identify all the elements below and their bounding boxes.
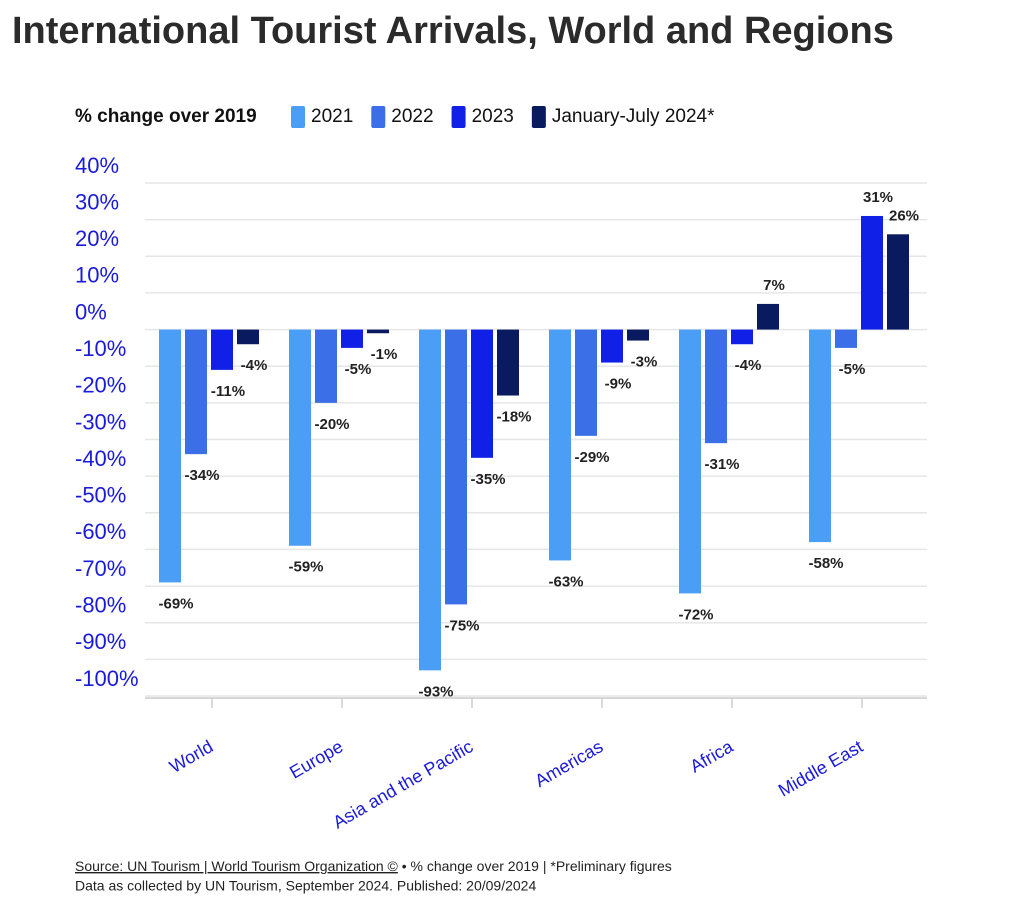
bar <box>757 303 779 330</box>
value-label: -1% <box>371 346 398 363</box>
bar <box>601 329 623 363</box>
x-tick-label: Americas <box>531 736 606 791</box>
bar <box>861 215 883 330</box>
source-note: • % change over 2019 | *Preliminary figu… <box>402 858 672 874</box>
bar <box>211 329 233 370</box>
bar <box>341 329 363 348</box>
value-label: -29% <box>574 449 609 466</box>
value-label: -5% <box>345 361 372 378</box>
bar <box>887 234 909 330</box>
bar <box>705 329 727 444</box>
x-tick-label: Africa <box>687 736 738 777</box>
y-tick-label: -10% <box>75 336 126 361</box>
value-label: -35% <box>470 471 505 488</box>
bar <box>159 329 181 583</box>
value-label: -58% <box>808 555 843 572</box>
bar <box>315 329 337 403</box>
y-tick-label: -70% <box>75 556 126 581</box>
bar <box>367 329 389 334</box>
bar <box>471 329 493 458</box>
value-label: 26% <box>889 207 919 224</box>
legend-swatch <box>451 106 466 128</box>
value-label: -4% <box>735 357 762 374</box>
bar <box>289 329 311 546</box>
legend-swatch <box>291 106 305 128</box>
value-label: -93% <box>418 683 453 700</box>
value-label: -59% <box>288 559 323 576</box>
bar <box>419 329 441 671</box>
bar <box>809 329 831 543</box>
x-tick-label: Middle East <box>775 736 866 800</box>
value-label: -34% <box>184 467 219 484</box>
footnote: Data as collected by UN Tourism, Septemb… <box>75 878 536 894</box>
y-tick-label: -80% <box>75 593 126 618</box>
legend-title: % change over 2019 <box>75 106 257 127</box>
bar <box>575 329 597 436</box>
value-label: -9% <box>605 376 632 393</box>
value-label: -72% <box>678 606 713 623</box>
source: Source: UN Tourism | World Tourism Organ… <box>75 858 672 874</box>
bar <box>731 329 753 345</box>
legend-label: January-July 2024* <box>552 106 715 127</box>
value-label: -69% <box>158 595 193 612</box>
y-tick-label: -100% <box>75 666 139 691</box>
value-label: 7% <box>763 277 785 294</box>
bar <box>549 329 571 561</box>
y-tick-label: -30% <box>75 409 126 434</box>
y-tick-label: -90% <box>75 629 126 654</box>
value-label: 31% <box>863 189 893 206</box>
value-label: -18% <box>496 408 531 425</box>
bar <box>445 329 467 605</box>
value-label: -11% <box>211 383 245 400</box>
value-label: -3% <box>631 354 658 371</box>
legend-swatch <box>531 106 546 128</box>
value-label: -63% <box>548 573 583 590</box>
value-label: -20% <box>314 416 349 433</box>
y-tick-label: 10% <box>75 263 119 288</box>
chart-title: International Tourist Arrivals, World an… <box>12 10 894 52</box>
value-label: -31% <box>704 456 739 473</box>
legend-swatch <box>371 106 386 128</box>
y-tick-label: -40% <box>75 446 126 471</box>
legend-label: 2021 <box>311 106 353 127</box>
y-tick-label: 40% <box>75 153 119 178</box>
y-tick-label: 0% <box>75 299 107 324</box>
x-tick-label: Asia and the Pacific <box>329 736 476 832</box>
y-tick-label: 30% <box>75 189 119 214</box>
value-label: -5% <box>839 361 866 378</box>
y-tick-label: 20% <box>75 226 119 251</box>
x-tick-label: Europe <box>286 736 346 782</box>
source-link[interactable]: Source: UN Tourism | World Tourism Organ… <box>75 858 399 874</box>
bar <box>627 329 649 341</box>
bar <box>835 329 857 348</box>
y-tick-label: -20% <box>75 373 126 398</box>
y-tick-label: -60% <box>75 519 126 544</box>
x-tick-label: World <box>166 736 216 777</box>
bar <box>185 329 207 455</box>
bar <box>237 329 259 345</box>
bar <box>679 329 701 594</box>
y-tick-label: -50% <box>75 483 126 508</box>
bar <box>497 329 519 396</box>
value-label: -4% <box>241 357 268 374</box>
legend-label: 2022 <box>391 106 433 127</box>
value-label: -75% <box>444 617 479 634</box>
legend-label: 2023 <box>472 106 514 127</box>
